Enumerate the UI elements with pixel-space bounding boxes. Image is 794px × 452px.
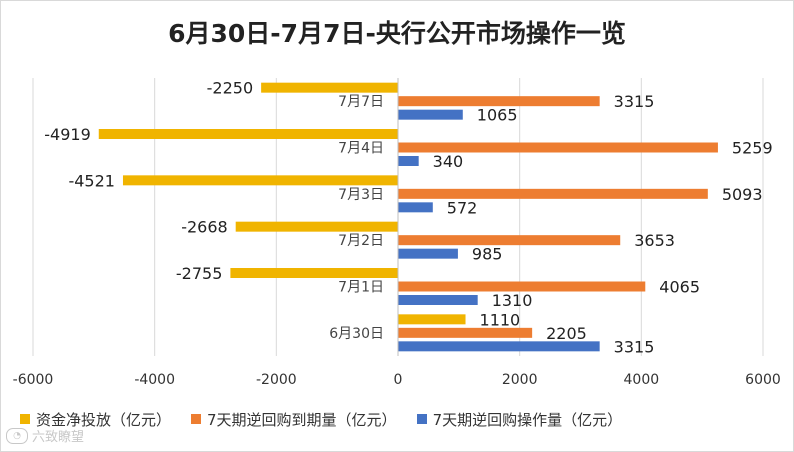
- watermark-text: 六致瞭望: [32, 430, 85, 445]
- x-tick-label: -4000: [134, 372, 175, 388]
- legend-swatch-net-injection: [20, 414, 30, 424]
- legend-swatch-maturity: [191, 414, 202, 424]
- bar: [398, 341, 600, 352]
- legend-label-operation: 7天期逆回购操作量（亿元）: [432, 410, 623, 429]
- bar: [398, 235, 621, 246]
- bar: [261, 82, 398, 93]
- bar: [98, 129, 398, 139]
- data-label: 1110: [480, 310, 521, 329]
- x-tick-label: 4000: [624, 372, 660, 388]
- data-label: 5259: [732, 139, 773, 158]
- data-label: -2668: [181, 218, 228, 237]
- bar: [398, 281, 646, 292]
- x-tick-label: -2000: [256, 372, 297, 388]
- bar: [230, 268, 398, 278]
- bar: [398, 202, 433, 213]
- legend-item-net-injection: 资金净投放（亿元）: [20, 409, 171, 430]
- data-label: 1065: [477, 106, 518, 125]
- data-label: 3315: [614, 337, 655, 356]
- data-label: -4521: [68, 171, 115, 190]
- bar: [398, 314, 466, 325]
- data-label: 5093: [722, 185, 763, 204]
- data-label: 3315: [614, 92, 655, 111]
- category-label: 7月1日: [338, 280, 384, 296]
- logo-icon: ◔: [6, 427, 28, 444]
- x-tick-label: 0: [394, 372, 403, 388]
- legend-label-maturity: 7天期逆回购到期量（亿元）: [207, 410, 397, 429]
- bar: [398, 248, 458, 259]
- legend-label-net-injection: 资金净投放（亿元）: [36, 410, 172, 429]
- chart-title: 6月30日-7月7日-央行公开市场操作一览: [168, 19, 626, 48]
- bar: [398, 188, 708, 199]
- data-label: 985: [472, 245, 503, 264]
- x-tick-label: -6000: [13, 372, 54, 388]
- data-label: 1310: [492, 291, 533, 310]
- category-label: 7月3日: [338, 187, 384, 203]
- bar: [122, 175, 398, 186]
- bar: [235, 221, 398, 232]
- data-label: 2205: [546, 324, 587, 343]
- bar: [398, 156, 419, 166]
- bar: [398, 109, 463, 120]
- bar: [398, 96, 600, 107]
- x-tick-label: 6000: [745, 372, 781, 388]
- data-label: 4065: [659, 278, 700, 297]
- data-label: 572: [447, 198, 478, 217]
- category-label: 7月4日: [338, 141, 384, 157]
- bar: [398, 142, 718, 153]
- data-label: -4919: [44, 125, 91, 144]
- data-label: 340: [433, 152, 464, 171]
- category-label: 7月2日: [338, 233, 384, 249]
- x-tick-label: 2000: [502, 372, 538, 388]
- legend-swatch-operation: [416, 414, 427, 424]
- legend-item-maturity: 7天期逆回购到期量（亿元）: [191, 409, 397, 430]
- data-label: 3653: [634, 231, 675, 250]
- category-label: 6月30日: [329, 326, 384, 342]
- category-label: 7月7日: [338, 94, 384, 110]
- bar: [398, 327, 533, 338]
- bar: [398, 295, 478, 305]
- data-label: -2755: [176, 264, 223, 283]
- legend-item-operation: 7天期逆回购操作量（亿元）: [416, 409, 623, 430]
- data-label: -2250: [207, 79, 254, 98]
- watermark: ◔ 六致瞭望: [6, 426, 84, 445]
- legend: 资金净投放（亿元） 7天期逆回购到期量（亿元） 7天期逆回购操作量（亿元）: [20, 407, 780, 431]
